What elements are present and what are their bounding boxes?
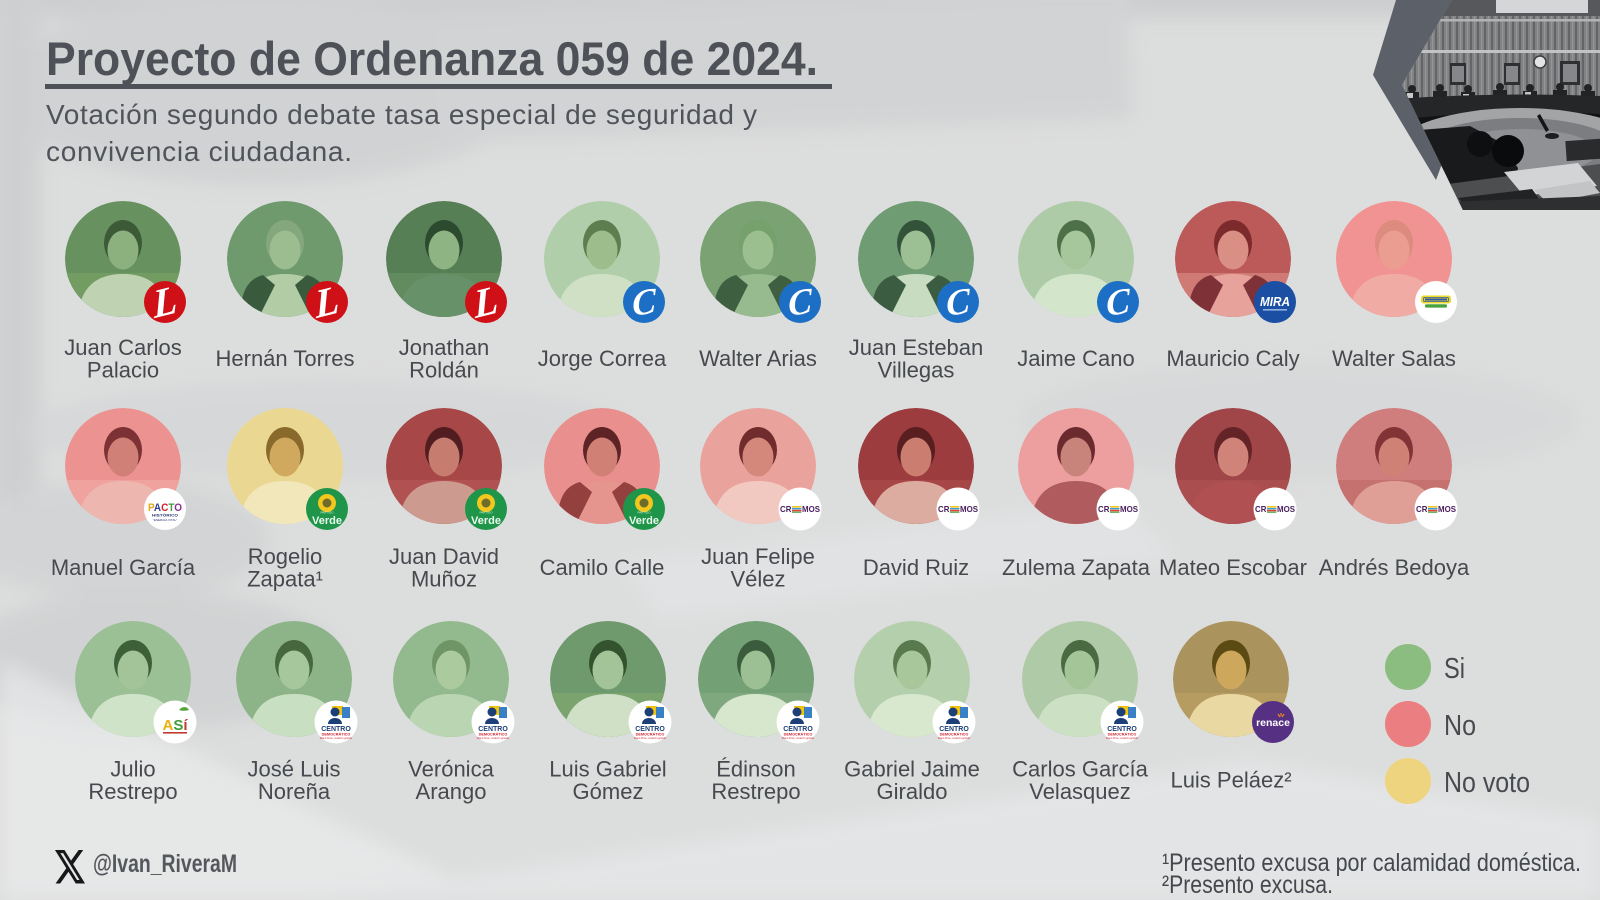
svg-text:Zapata¹: Zapata¹ [247, 567, 323, 592]
svg-text:Restrepo: Restrepo [711, 779, 800, 804]
svg-text:Verónica: Verónica [408, 757, 494, 782]
svg-text:Zulema Zapata: Zulema Zapata [1002, 555, 1151, 580]
svg-text:Jonathan: Jonathan [399, 335, 490, 360]
svg-text:Gabriel Jaime: Gabriel Jaime [844, 757, 980, 782]
svg-text:Juan Carlos: Juan Carlos [64, 335, 181, 360]
svg-text:David Ruiz: David Ruiz [863, 555, 969, 580]
svg-text:Vélez: Vélez [730, 567, 785, 592]
svg-text:Rogelio: Rogelio [248, 544, 323, 569]
svg-text:Jaime Cano: Jaime Cano [1017, 346, 1134, 371]
svg-text:Proyecto de Ordenanza 059 de 2: Proyecto de Ordenanza 059 de 2024. [46, 32, 818, 85]
svg-text:Julio: Julio [110, 757, 155, 782]
svg-text:Walter Salas: Walter Salas [1332, 346, 1456, 371]
svg-text:Édinson: Édinson [716, 757, 796, 782]
svg-text:Villegas: Villegas [878, 358, 955, 383]
svg-text:Velasquez: Velasquez [1029, 779, 1131, 804]
svg-text:Giraldo: Giraldo [877, 779, 948, 804]
svg-text:Si: Si [1444, 653, 1465, 685]
svg-text:No: No [1444, 710, 1476, 742]
svg-text:Hernán Torres: Hernán Torres [216, 346, 355, 371]
svg-text:Camilo Calle: Camilo Calle [540, 555, 665, 580]
svg-text:Juan Felipe: Juan Felipe [701, 544, 815, 569]
svg-text:Muñoz: Muñoz [411, 567, 477, 592]
svg-text:@Ivan_RiveraM: @Ivan_RiveraM [93, 850, 237, 878]
svg-text:José Luis: José Luis [248, 757, 341, 782]
svg-text:convivencia ciudadana.: convivencia ciudadana. [46, 136, 352, 167]
svg-text:Manuel García: Manuel García [51, 555, 196, 580]
svg-text:Arango: Arango [416, 779, 487, 804]
svg-text:Luis Peláez²: Luis Peláez² [1170, 768, 1291, 793]
svg-text:Walter Arias: Walter Arias [699, 346, 817, 371]
svg-text:Noreña: Noreña [258, 779, 331, 804]
svg-text:Gómez: Gómez [573, 779, 644, 804]
svg-text:¹Presento excusa por calamidad: ¹Presento excusa por calamidad doméstica… [1162, 849, 1581, 877]
svg-text:Jorge Correa: Jorge Correa [538, 346, 667, 371]
svg-text:Carlos García: Carlos García [1012, 757, 1148, 782]
svg-text:Mauricio Caly: Mauricio Caly [1166, 346, 1299, 371]
svg-text:Andrés Bedoya: Andrés Bedoya [1319, 555, 1470, 580]
svg-text:Palacio: Palacio [87, 358, 159, 383]
svg-text:No voto: No voto [1444, 767, 1530, 799]
svg-text:Juan Esteban: Juan Esteban [849, 335, 984, 360]
svg-text:²Presento excusa.: ²Presento excusa. [1162, 871, 1333, 899]
svg-text:Roldán: Roldán [409, 358, 479, 383]
svg-text:Juan David: Juan David [389, 544, 499, 569]
svg-text:Votación segundo debate tasa e: Votación segundo debate tasa especial de… [46, 99, 757, 130]
svg-text:Restrepo: Restrepo [88, 779, 177, 804]
svg-text:Mateo Escobar: Mateo Escobar [1159, 555, 1307, 580]
svg-text:Luis Gabriel: Luis Gabriel [549, 757, 666, 782]
